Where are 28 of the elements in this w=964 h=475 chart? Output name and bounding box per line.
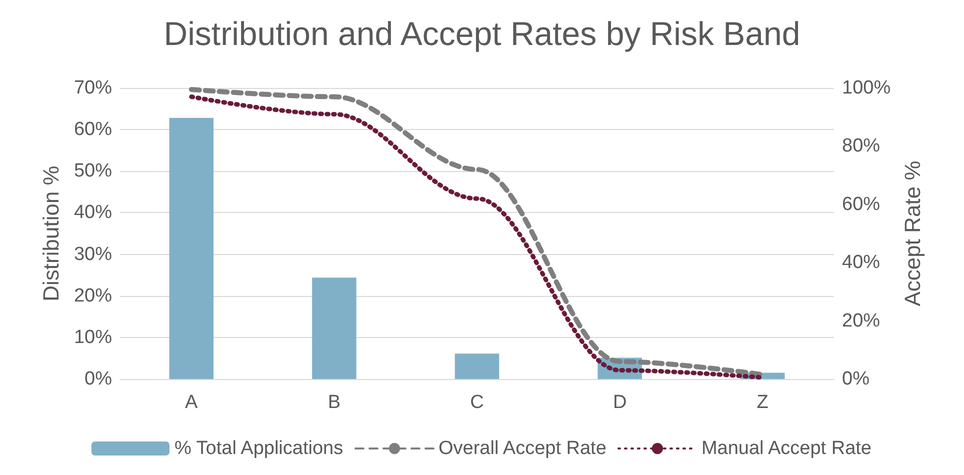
chart-title: Distribution and Accept Rates by Risk Band	[164, 15, 800, 52]
y-tick-label: 10%	[74, 326, 112, 348]
y2-tick-label: 40%	[842, 252, 880, 274]
legend-label: % Total Applications	[174, 438, 344, 459]
y-tick-label: 60%	[74, 119, 112, 140]
legend-label: Overall Accept Rate	[438, 438, 606, 459]
y-tick-label: 40%	[74, 202, 112, 224]
y-tick-label: 70%	[74, 78, 112, 98]
bar	[454, 354, 500, 379]
y2-tick-label: 0%	[842, 368, 870, 390]
x-tick-label: C	[470, 392, 484, 413]
y-axis-title: Distribution %	[38, 166, 64, 302]
x-tick-label: B	[328, 392, 341, 413]
y-tick-label: 20%	[74, 285, 112, 306]
x-tick-label: D	[612, 392, 627, 413]
x-tick-label: Z	[756, 392, 769, 413]
bar	[312, 278, 356, 379]
y-tick-label: 50%	[74, 160, 112, 182]
y-tick-label: 30%	[74, 244, 112, 265]
legend-label: Manual Accept Rate	[701, 438, 872, 459]
y2-tick-label: 20%	[842, 310, 880, 332]
y2-axis-title: Accept Rate %	[900, 160, 925, 306]
y-tick-label: 0%	[84, 368, 112, 390]
y2-tick-label: 60%	[842, 194, 880, 215]
y2-tick-label: 80%	[842, 136, 880, 157]
y2-tick-label: 100%	[842, 78, 891, 98]
x-tick-label: A	[185, 392, 198, 413]
bar	[169, 118, 214, 379]
